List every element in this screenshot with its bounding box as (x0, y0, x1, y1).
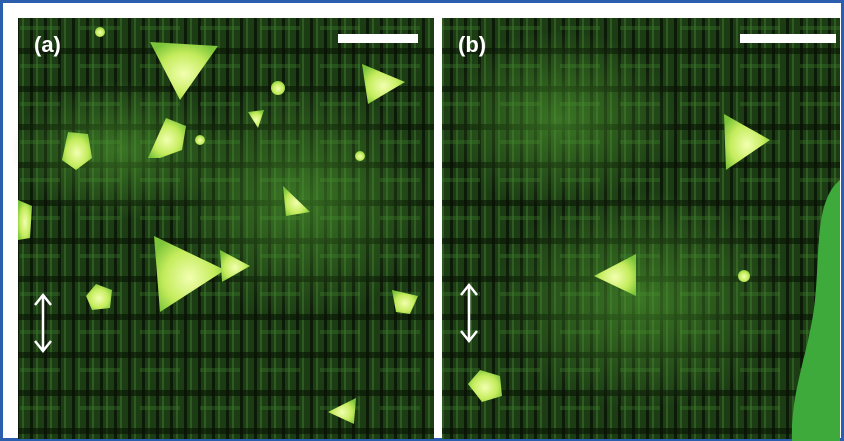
panel-label: (b) (458, 32, 486, 57)
panel-label: (a) (34, 32, 61, 57)
panel-a: (a) (10, 18, 434, 439)
panel-b: (b) (440, 18, 840, 441)
page: (a) (b) (() => { const data = JSON.parse… (0, 0, 844, 441)
figure: (a) (b) (0, 0, 844, 441)
